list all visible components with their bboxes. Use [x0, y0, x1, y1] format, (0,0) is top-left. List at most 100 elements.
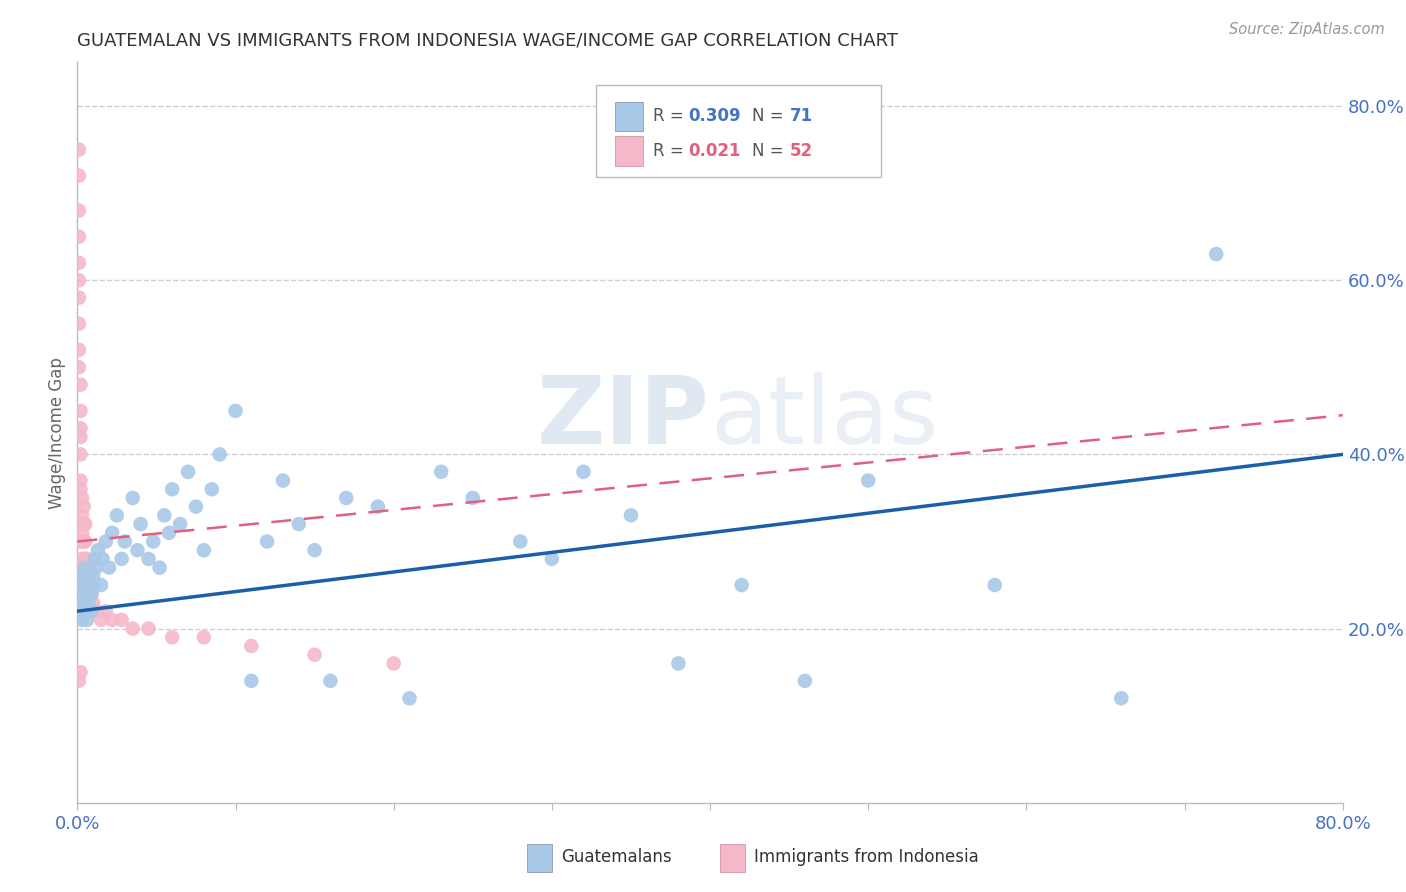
Point — [67, 360, 90, 375]
Bar — [720, 844, 745, 871]
Text: N =: N = — [752, 143, 789, 161]
Point — [73, 500, 96, 514]
Point — [67, 578, 90, 592]
Point — [69, 665, 91, 680]
Point — [142, 534, 165, 549]
Point — [75, 517, 97, 532]
Point — [70, 534, 93, 549]
Point — [129, 517, 152, 532]
Point — [73, 578, 96, 592]
Point — [69, 569, 91, 583]
Point — [162, 482, 183, 496]
Point — [67, 673, 90, 688]
Point — [90, 613, 112, 627]
Point — [67, 273, 90, 287]
Point — [858, 474, 880, 488]
Point — [731, 578, 754, 592]
Text: GUATEMALAN VS IMMIGRANTS FROM INDONESIA WAGE/INCOME GAP CORRELATION CHART: GUATEMALAN VS IMMIGRANTS FROM INDONESIA … — [77, 32, 898, 50]
Text: 52: 52 — [790, 143, 813, 161]
Point — [111, 613, 132, 627]
Point — [288, 517, 311, 532]
Point — [620, 508, 643, 523]
Point — [153, 508, 176, 523]
Point — [70, 604, 93, 618]
Point — [86, 604, 108, 618]
Point — [75, 560, 97, 574]
Point — [70, 491, 93, 505]
Point — [149, 560, 172, 574]
Point — [79, 587, 101, 601]
Point — [69, 482, 91, 496]
Text: N =: N = — [752, 108, 789, 126]
Point — [127, 543, 149, 558]
Point — [572, 465, 595, 479]
Point — [1205, 247, 1227, 261]
Point — [83, 552, 105, 566]
Text: Immigrants from Indonesia: Immigrants from Indonesia — [755, 848, 979, 866]
Point — [162, 630, 183, 644]
Point — [540, 552, 562, 566]
Text: ZIP: ZIP — [537, 372, 710, 464]
Y-axis label: Wage/Income Gap: Wage/Income Gap — [48, 357, 66, 508]
Point — [87, 543, 110, 558]
Point — [67, 203, 90, 218]
Point — [67, 143, 90, 157]
Point — [82, 569, 104, 583]
Point — [69, 404, 91, 418]
Text: Guatemalans: Guatemalans — [561, 848, 671, 866]
Text: 71: 71 — [790, 108, 813, 126]
Point — [82, 578, 104, 592]
Point — [101, 525, 124, 540]
Point — [94, 604, 117, 618]
Point — [67, 291, 90, 305]
Point — [70, 587, 93, 601]
Point — [984, 578, 1007, 592]
Point — [208, 447, 231, 461]
Point — [193, 543, 215, 558]
Point — [67, 256, 90, 270]
Point — [67, 534, 90, 549]
Point — [80, 604, 103, 618]
Point — [77, 569, 100, 583]
Point — [80, 587, 103, 601]
Point — [240, 639, 263, 653]
Point — [461, 491, 484, 505]
Text: atlas: atlas — [710, 372, 938, 464]
Point — [67, 343, 90, 357]
Point — [67, 229, 90, 244]
Point — [76, 613, 98, 627]
Point — [398, 691, 420, 706]
Point — [111, 552, 132, 566]
Point — [367, 500, 389, 514]
Point — [157, 525, 180, 540]
Point — [86, 560, 108, 574]
Point — [304, 648, 326, 662]
Point — [79, 578, 101, 592]
Point — [114, 534, 136, 549]
Point — [240, 673, 263, 688]
Point — [225, 404, 247, 418]
Point — [98, 560, 120, 574]
Point — [67, 169, 90, 183]
Point — [430, 465, 453, 479]
Point — [67, 604, 90, 618]
Point — [138, 552, 160, 566]
Point — [201, 482, 224, 496]
Point — [73, 534, 96, 549]
Point — [73, 595, 96, 609]
Point — [69, 421, 91, 435]
Point — [94, 534, 117, 549]
Point — [193, 630, 215, 644]
Point — [101, 613, 124, 627]
Point — [70, 552, 93, 566]
Point — [121, 622, 143, 636]
Point — [75, 569, 97, 583]
Point — [271, 474, 294, 488]
Point — [75, 552, 97, 566]
Point — [105, 508, 128, 523]
Point — [75, 534, 97, 549]
Point — [91, 552, 114, 566]
Point — [69, 595, 91, 609]
Point — [79, 578, 101, 592]
Point — [69, 377, 91, 392]
